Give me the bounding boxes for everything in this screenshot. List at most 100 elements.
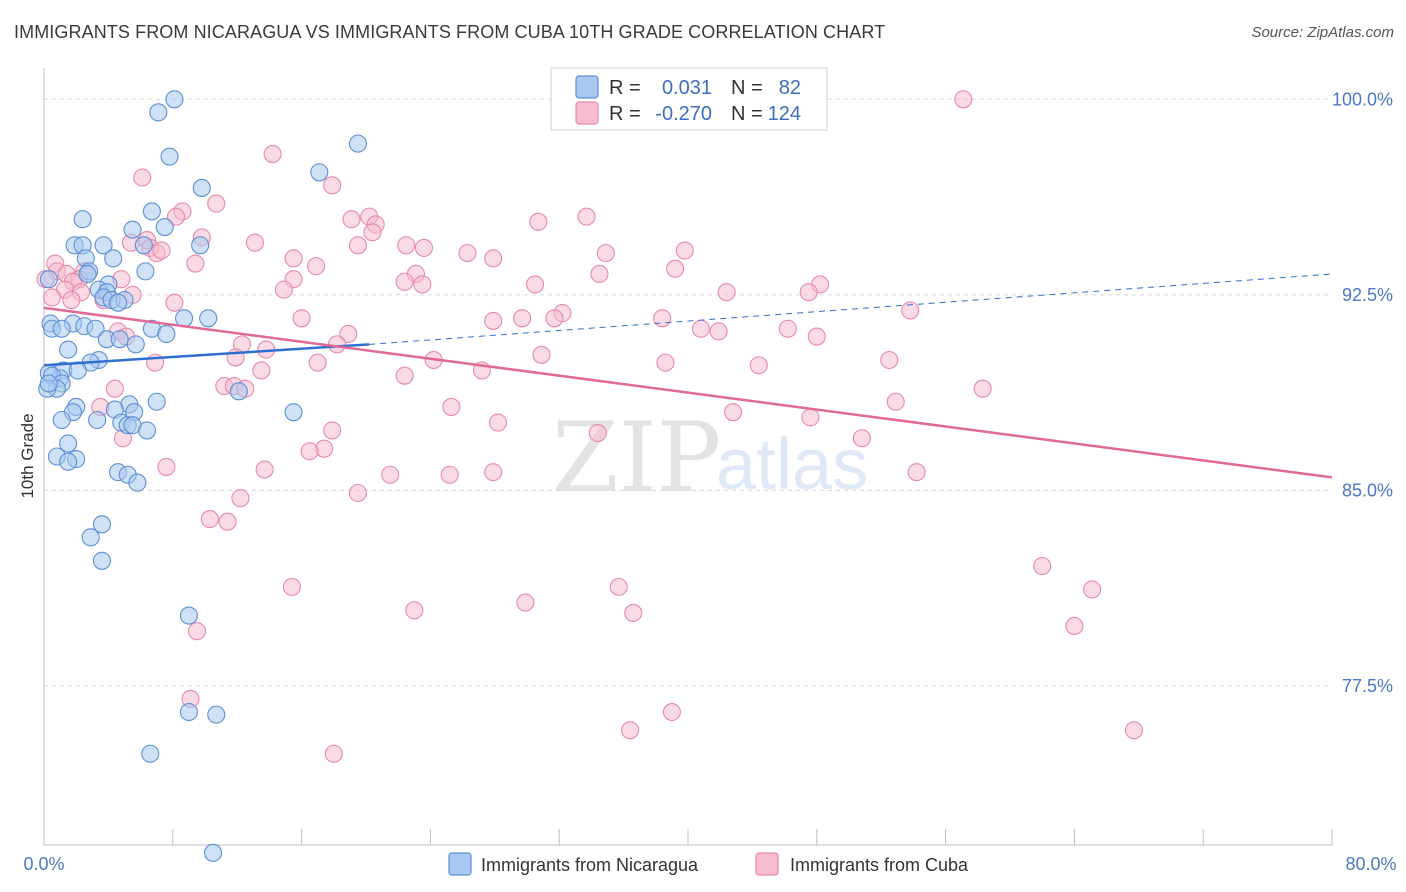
data-point-cuba — [186, 254, 205, 273]
data-point-cuba — [954, 90, 973, 109]
data-point-nicaragua — [59, 452, 78, 471]
data-point-cuba — [282, 577, 301, 596]
source-credit: Source: ZipAtlas.com — [1251, 24, 1394, 41]
data-point-cuba — [324, 744, 343, 763]
x-tick-label-max: 80.0% — [1345, 854, 1396, 874]
data-point-nicaragua — [155, 218, 174, 237]
data-point-nicaragua — [92, 515, 112, 534]
data-point-cuba — [513, 309, 532, 328]
data-point-cuba — [42, 288, 62, 307]
data-point-cuba — [973, 379, 992, 398]
data-point-nicaragua — [149, 103, 168, 122]
data-point-nicaragua — [192, 178, 211, 197]
data-point-cuba — [442, 397, 461, 417]
data-point-cuba — [484, 463, 503, 482]
data-point-cuba — [1065, 616, 1084, 636]
data-point-cuba — [458, 244, 477, 263]
legend-swatch-cuba — [755, 852, 779, 876]
data-point-nicaragua — [86, 319, 105, 338]
data-point-cuba — [799, 283, 818, 302]
data-point-nicaragua — [136, 262, 155, 281]
data-point-cuba — [342, 210, 361, 229]
data-point-cuba — [545, 309, 564, 328]
data-point-cuba — [525, 275, 545, 294]
legend: Immigrants from Nicaragua Immigrants fro… — [448, 852, 969, 876]
data-point-cuba — [666, 259, 685, 278]
legend-label-cuba: Immigrants from Cuba — [790, 855, 969, 875]
data-point-cuba — [348, 483, 368, 503]
data-point-cuba — [620, 721, 640, 740]
data-point-nicaragua — [59, 340, 78, 359]
data-point-nicaragua — [191, 236, 210, 255]
trend-line-nicaragua — [43, 343, 370, 367]
data-point-cuba — [609, 577, 628, 596]
series-nicaragua-points — [38, 90, 368, 862]
stats-n-value-nicaragua: 82 — [779, 77, 801, 99]
data-point-cuba — [152, 241, 171, 260]
data-point-cuba — [1033, 556, 1052, 576]
data-point-nicaragua — [104, 249, 123, 268]
data-point-nicaragua — [207, 705, 226, 724]
data-point-cuba — [414, 238, 434, 257]
data-point-cuba — [284, 249, 303, 268]
data-point-cuba — [348, 236, 368, 255]
data-point-nicaragua — [147, 392, 166, 411]
trend-line-cuba — [43, 306, 1333, 479]
data-point-nicaragua — [284, 403, 303, 422]
data-point-nicaragua — [179, 702, 198, 722]
y-axis-label: 10th Grade — [18, 413, 37, 498]
data-point-cuba — [218, 512, 237, 531]
data-point-cuba — [308, 353, 327, 372]
data-point-nicaragua — [73, 210, 92, 229]
trend-line-nicaragua-extension — [369, 273, 1333, 345]
data-point-cuba — [886, 392, 905, 411]
data-point-cuba — [590, 264, 609, 284]
data-point-cuba — [300, 442, 319, 461]
y-tick-label: 100.0% — [1332, 89, 1393, 109]
data-point-cuba — [675, 241, 694, 260]
data-point-nicaragua — [88, 410, 107, 430]
data-point-cuba — [778, 319, 797, 338]
data-point-cuba — [292, 309, 311, 328]
data-point-cuba — [405, 601, 424, 620]
data-point-nicaragua — [109, 293, 128, 312]
data-point-cuba — [724, 403, 743, 422]
data-point-cuba — [516, 593, 535, 612]
data-point-cuba — [323, 421, 342, 440]
data-point-cuba — [327, 335, 347, 354]
data-point-cuba — [1083, 580, 1102, 599]
data-point-cuba — [323, 176, 342, 195]
data-point-cuba — [397, 236, 416, 255]
data-point-cuba — [231, 489, 250, 508]
data-point-nicaragua — [52, 319, 71, 338]
data-point-cuba — [105, 379, 124, 398]
data-point-cuba — [484, 311, 503, 330]
stats-box: R = 0.031 N = 82 R = -0.270 N = 124 — [550, 67, 828, 131]
data-point-nicaragua — [128, 473, 147, 492]
data-point-cuba — [588, 423, 607, 443]
data-point-cuba — [717, 283, 736, 302]
data-point-nicaragua — [157, 324, 176, 344]
watermark-atlas: atlas — [716, 425, 868, 505]
data-point-nicaragua — [39, 270, 58, 289]
stats-n-value-cuba: 124 — [768, 103, 801, 125]
data-point-cuba — [624, 603, 643, 622]
data-point-cuba — [166, 207, 186, 226]
data-point-cuba — [255, 460, 274, 479]
data-point-cuba — [381, 465, 400, 484]
stats-n-label-nicaragua: N = — [731, 77, 763, 99]
data-point-nicaragua — [81, 528, 100, 547]
data-point-cuba — [801, 408, 820, 427]
data-point-cuba — [807, 327, 826, 346]
data-point-cuba — [901, 301, 920, 320]
data-point-cuba — [1124, 721, 1144, 740]
data-point-cuba — [165, 293, 184, 312]
data-point-nicaragua — [179, 606, 198, 625]
data-point-cuba — [662, 702, 681, 722]
data-point-nicaragua — [94, 236, 113, 255]
data-point-cuba — [274, 280, 293, 299]
stats-swatch-cuba — [575, 101, 599, 125]
data-point-nicaragua — [92, 551, 112, 570]
trend-lines — [43, 273, 1333, 479]
